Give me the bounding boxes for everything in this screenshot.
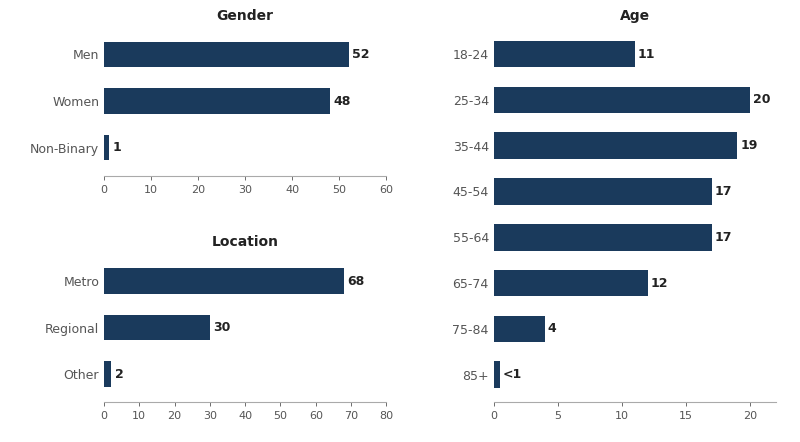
Text: 4: 4 bbox=[547, 322, 556, 335]
Text: 19: 19 bbox=[740, 139, 758, 152]
Title: Gender: Gender bbox=[217, 8, 274, 23]
Bar bbox=[494, 316, 545, 342]
Bar bbox=[104, 315, 210, 340]
Text: 68: 68 bbox=[347, 274, 365, 288]
Bar bbox=[494, 132, 738, 159]
Bar bbox=[494, 362, 500, 388]
Bar bbox=[494, 224, 712, 251]
Bar bbox=[104, 42, 349, 67]
Text: 20: 20 bbox=[753, 93, 770, 107]
Text: 17: 17 bbox=[714, 185, 732, 198]
Bar bbox=[104, 88, 330, 114]
Text: 12: 12 bbox=[650, 277, 668, 290]
Text: 11: 11 bbox=[638, 47, 655, 61]
Bar bbox=[494, 270, 648, 297]
Text: <1: <1 bbox=[502, 368, 522, 381]
Text: 30: 30 bbox=[214, 321, 230, 334]
Bar bbox=[104, 135, 109, 160]
Text: 17: 17 bbox=[714, 231, 732, 244]
Bar bbox=[494, 41, 635, 67]
Text: 1: 1 bbox=[113, 141, 122, 154]
Text: 52: 52 bbox=[353, 48, 370, 61]
Text: 2: 2 bbox=[114, 368, 123, 381]
Title: Location: Location bbox=[212, 235, 278, 249]
Bar bbox=[494, 178, 712, 205]
Bar bbox=[494, 87, 750, 113]
Bar bbox=[104, 362, 111, 387]
Text: 48: 48 bbox=[334, 95, 351, 107]
Bar bbox=[104, 268, 344, 294]
Title: Age: Age bbox=[620, 8, 650, 23]
